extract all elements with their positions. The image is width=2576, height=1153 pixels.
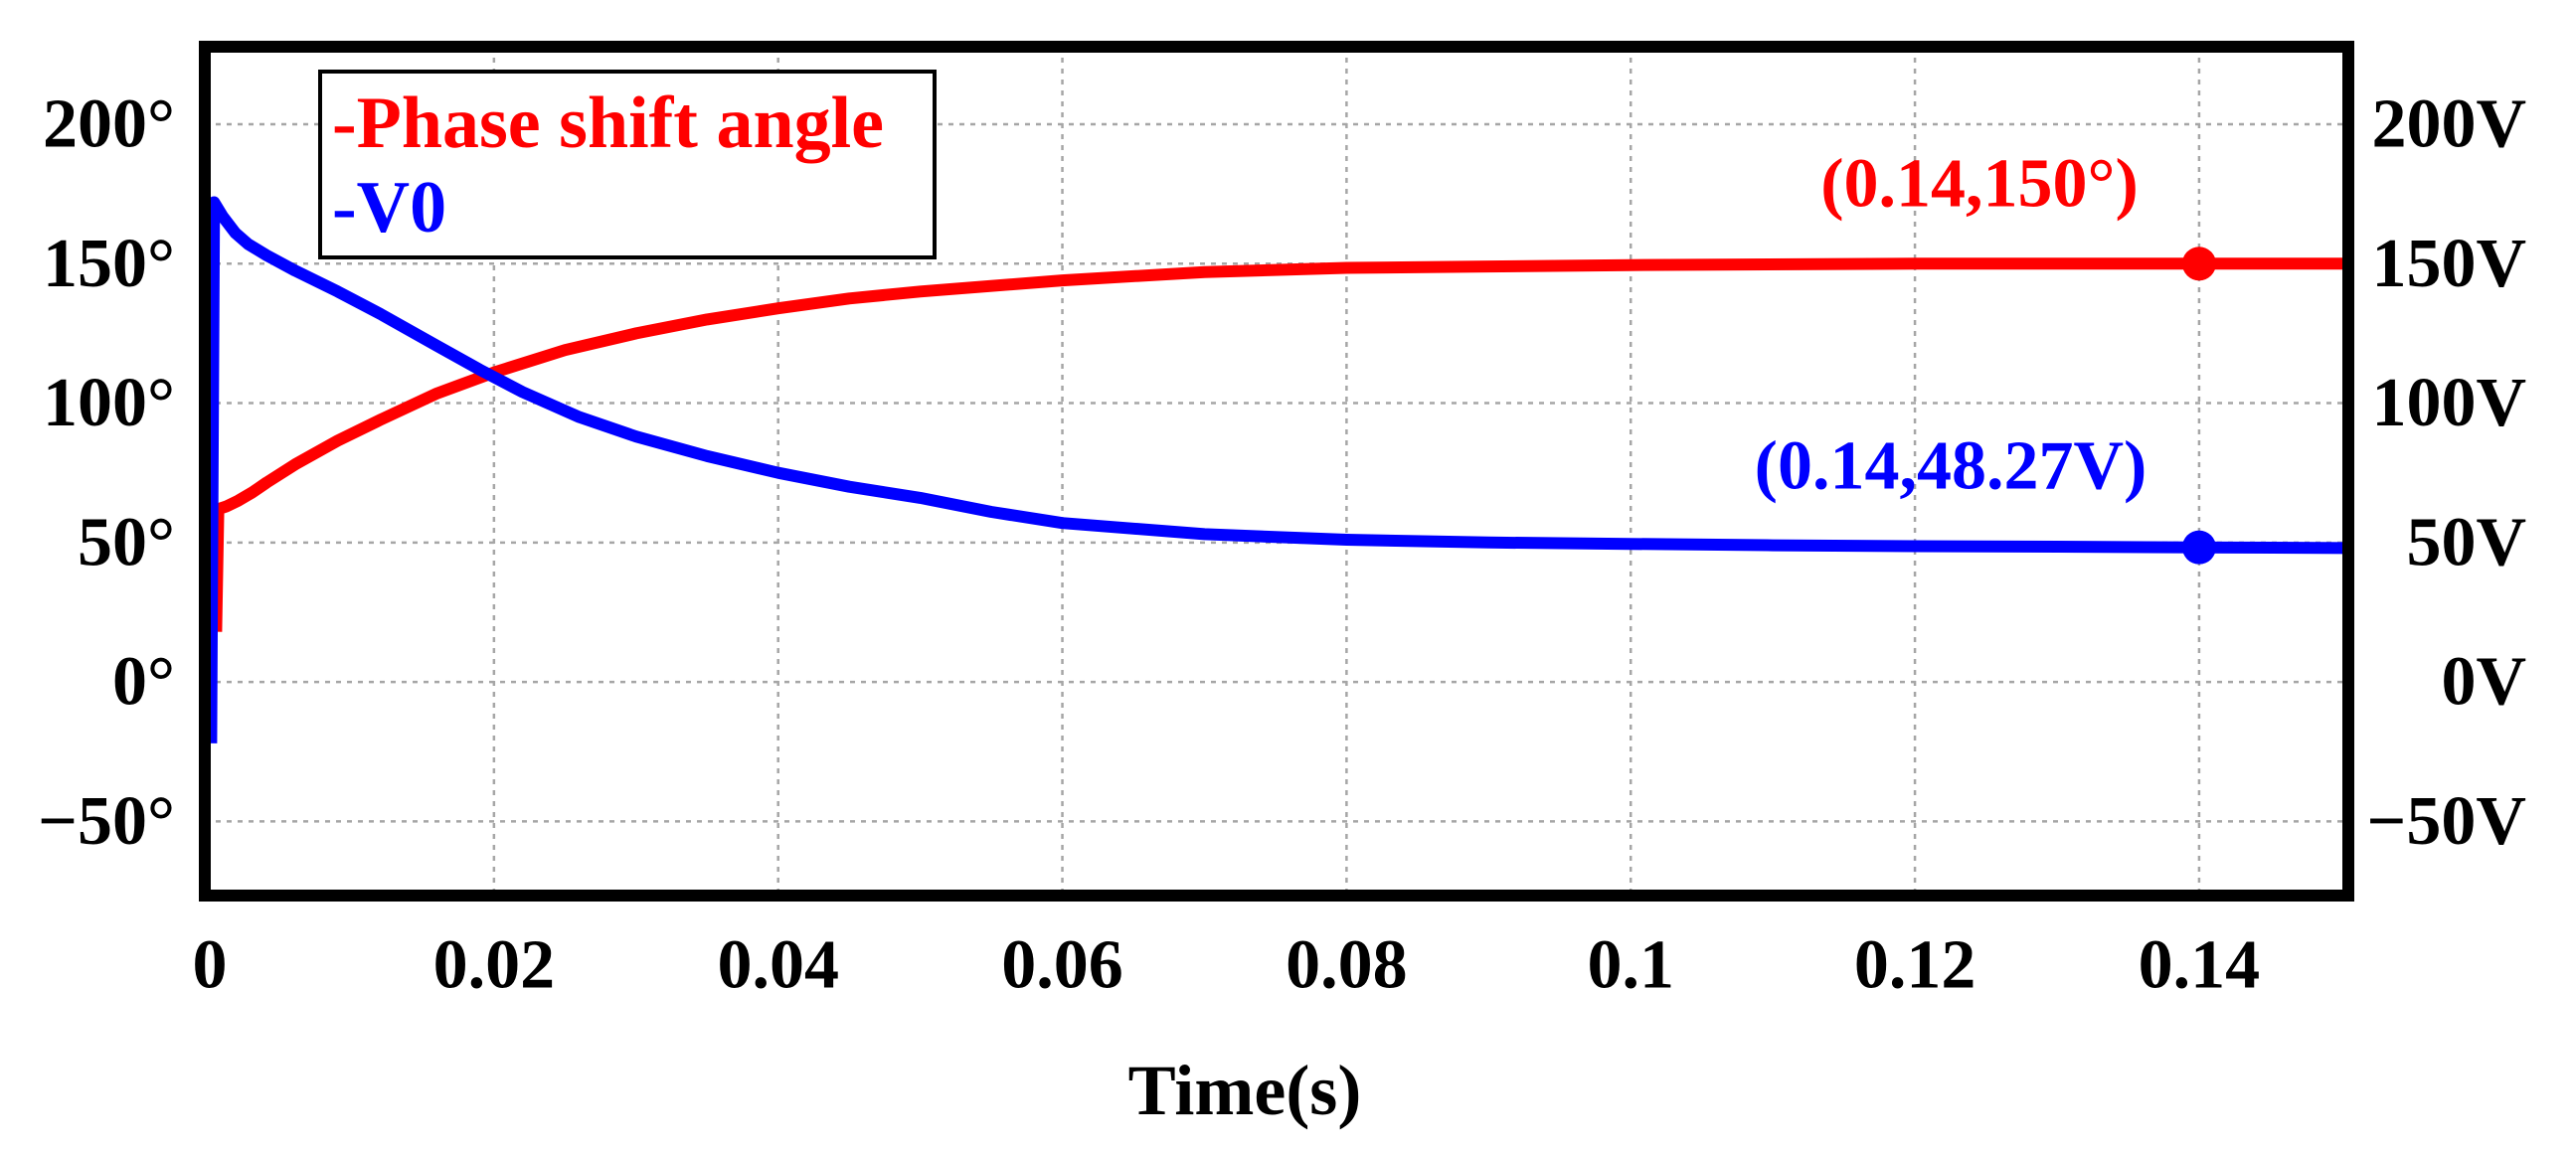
y-axis-left: 200° 150° 100° 50° 0° −50°: [38, 85, 175, 859]
x-tick-label: 0.04: [717, 927, 839, 1004]
x-axis-title: Time(s): [1128, 1051, 1362, 1130]
y-tick-label-right: 50V: [2406, 504, 2526, 580]
y-tick-label-right: 150V: [2371, 226, 2526, 302]
y-axis-right: 200V 150V 100V 50V 0V −50V: [2367, 85, 2526, 859]
legend-box: [318, 70, 937, 259]
y-tick-label-left: −50°: [38, 783, 175, 860]
y-tick-label-left: 100°: [43, 365, 175, 441]
y-tick-label-left: 200°: [43, 85, 175, 162]
x-tick-label: 0.02: [433, 927, 556, 1004]
legend-entry-v0: -V0: [332, 167, 446, 248]
y-tick-label-right: −50V: [2367, 783, 2526, 860]
legend-entry-phase-shift-angle: -Phase shift angle: [332, 82, 884, 164]
x-tick-label: 0.12: [1854, 927, 1976, 1004]
legend: -Phase shift angle -V0: [318, 70, 937, 259]
y-tick-label-right: 200V: [2371, 85, 2526, 162]
y-tick-label-right: 100V: [2371, 365, 2526, 441]
series-line-v0: [205, 196, 2348, 743]
series-layer: [205, 196, 2348, 743]
x-tick-label: 0: [193, 927, 228, 1004]
marker-v0: [2181, 530, 2216, 565]
x-tick-label: 0.06: [1001, 927, 1123, 1004]
y-tick-label-right: 0V: [2441, 644, 2526, 721]
series-line-phase-shift-angle: [210, 257, 2348, 632]
x-tick-label: 0.08: [1286, 927, 1408, 1004]
plot-frame: [199, 41, 2354, 902]
marker-layer: [2181, 247, 2216, 565]
y-tick-label-left: 50°: [78, 504, 175, 580]
marker-phase-shift-angle: [2181, 247, 2216, 281]
y-tick-label-left: 150°: [43, 226, 175, 302]
x-tick-label: 0.14: [2139, 927, 2261, 1004]
x-axis: 0 0.02 0.04 0.06 0.08 0.1 0.12 0.14: [193, 927, 2261, 1004]
annotation-v0: (0.14,48.27V): [1755, 428, 2147, 505]
y-tick-label-left: 0°: [112, 644, 175, 721]
annotation-phase-shift-angle: (0.14,150°): [1820, 146, 2139, 223]
x-tick-label: 0.1: [1587, 927, 1674, 1004]
